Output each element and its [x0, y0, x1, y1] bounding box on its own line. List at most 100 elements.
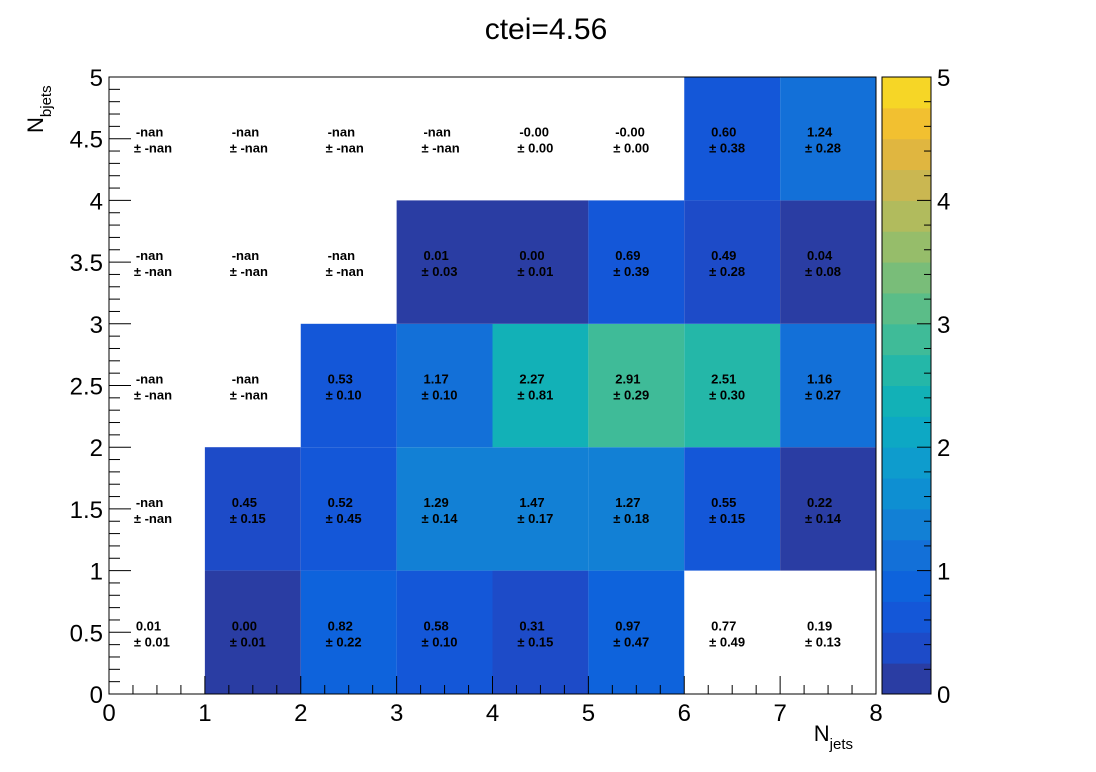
cell-error-label: ± 0.47 — [613, 634, 649, 649]
cell-value-label: 0.49 — [711, 248, 736, 263]
tick-labels: 0 1 2 3 4 5 6 7 8 0 0.5 1 1.5 2 2.5 3 3.5 4 4.5 5 — [70, 65, 883, 727]
colorbar-swatch — [882, 231, 931, 263]
cell-value-label: 2.27 — [519, 372, 544, 387]
heatmap-cell — [492, 570, 589, 694]
heatmap-cell — [780, 200, 876, 324]
cell-error-label: ± -nan — [421, 141, 459, 156]
x-tick-label: 4 — [486, 700, 499, 727]
heatmap-cell — [300, 570, 397, 694]
cell-value-label: 0.22 — [807, 495, 832, 510]
y-tick-label: 2 — [90, 435, 103, 462]
cell-value-label: 0.19 — [807, 618, 832, 633]
colorbar-swatch — [882, 416, 931, 448]
cell-value-label: 0.82 — [328, 618, 353, 633]
cell-error-label: ± 0.10 — [326, 388, 362, 403]
cell-error-label: ± 0.10 — [421, 388, 457, 403]
heatmap-cell — [204, 570, 301, 694]
cell-value-label: 1.24 — [807, 125, 833, 140]
cell-error-label: ± 0.00 — [517, 141, 553, 156]
x-tick-label: 3 — [390, 700, 403, 727]
cell-error-label: ± 0.28 — [805, 141, 841, 156]
cell-value-label: 0.69 — [615, 248, 640, 263]
colorbar-swatch — [882, 601, 931, 633]
y-tick-label: 2.5 — [70, 374, 103, 401]
y-tick-label: 1.5 — [70, 497, 103, 524]
cells-layer — [204, 77, 876, 694]
heatmap-cell — [300, 447, 397, 571]
heatmap-cell — [588, 570, 685, 694]
cell-value-label: -nan — [232, 125, 260, 140]
heatmap-cell — [588, 323, 685, 448]
colorbar-tick-label: 4 — [937, 188, 950, 215]
cell-value-label: 0.01 — [136, 618, 161, 633]
heatmap-cell — [588, 447, 685, 571]
cell-value-label: 0.55 — [711, 495, 736, 510]
cell-error-label: ± 0.30 — [709, 388, 745, 403]
colorbar-tick-label: 5 — [937, 65, 950, 92]
cell-value-label: 0.58 — [423, 618, 448, 633]
cell-value-label: 1.16 — [807, 372, 832, 387]
cell-error-label: ± 0.00 — [613, 141, 649, 156]
heatmap-cell — [684, 200, 781, 324]
y-tick-label: 1 — [90, 559, 103, 586]
cell-error-label: ± 0.01 — [517, 264, 553, 279]
colorbar-swatch — [882, 570, 931, 602]
cell-value-label: -nan — [232, 248, 260, 263]
cell-value-label: 0.52 — [328, 495, 353, 510]
cell-error-label: ± 0.10 — [421, 634, 457, 649]
y-tick-label: 0.5 — [70, 620, 103, 647]
cell-value-label: 1.29 — [423, 495, 448, 510]
cell-value-label: 2.51 — [711, 372, 736, 387]
cell-value-label: 0.31 — [519, 618, 544, 633]
colorbar-swatch — [882, 447, 931, 479]
cell-error-label: ± 0.13 — [805, 634, 841, 649]
heatmap-cell — [684, 447, 781, 571]
heatmap-cell — [492, 323, 589, 448]
cell-error-label: ± 0.01 — [230, 634, 266, 649]
cell-error-label: ± -nan — [134, 141, 172, 156]
colorbar-swatch — [882, 385, 931, 417]
cell-error-label: ± 0.14 — [421, 511, 458, 526]
cell-value-label: -nan — [232, 372, 260, 387]
colorbar-swatch — [882, 323, 931, 356]
cell-value-label: 1.27 — [615, 495, 640, 510]
cell-error-label: ± 0.15 — [709, 511, 745, 526]
cell-error-label: ± 0.29 — [613, 388, 649, 403]
x-tick-label: 2 — [294, 700, 307, 727]
cell-value-label: 1.17 — [423, 372, 448, 387]
colorbar-swatch — [882, 200, 931, 232]
y-tick-label: 5 — [90, 65, 103, 92]
heatmap-cell — [780, 323, 876, 448]
cell-value-label: -0.00 — [615, 125, 645, 140]
cell-error-label: ± 0.15 — [230, 511, 266, 526]
cell-error-label: ± 0.14 — [805, 511, 842, 526]
colorbar-frame — [881, 76, 932, 695]
cell-error-label: ± 0.03 — [421, 264, 457, 279]
cell-error-label: ± -nan — [326, 141, 364, 156]
cell-value-label: -nan — [423, 125, 451, 140]
cell-error-label: ± 0.38 — [709, 141, 745, 156]
x-tick-label: 6 — [678, 700, 691, 727]
colorbar-tick-label: 3 — [937, 312, 950, 339]
y-tick-label: 0 — [90, 682, 103, 709]
cell-value-label: 0.04 — [807, 248, 833, 263]
cell-value-label: 2.91 — [615, 372, 640, 387]
cell-value-label: -nan — [136, 248, 164, 263]
heatmap-cell — [684, 77, 781, 201]
cell-value-label: 0.00 — [232, 618, 257, 633]
colorbar-swatch — [882, 663, 931, 695]
heatmap-cell — [396, 323, 493, 448]
cell-error-label: ± -nan — [230, 388, 268, 403]
colorbar-tick-label: 2 — [937, 435, 950, 462]
heatmap-cell — [300, 323, 397, 448]
heatmap-cell — [204, 447, 301, 571]
cell-error-label: ± -nan — [326, 264, 364, 279]
heatmap-cell — [396, 447, 493, 571]
cell-error-label: ± 0.15 — [517, 634, 553, 649]
heatmap-cell — [396, 570, 493, 694]
cell-error-label: ± -nan — [230, 264, 268, 279]
y-tick-label: 4 — [90, 188, 103, 215]
cell-error-label: ± 0.81 — [517, 388, 553, 403]
cell-error-label: ± 0.39 — [613, 264, 649, 279]
